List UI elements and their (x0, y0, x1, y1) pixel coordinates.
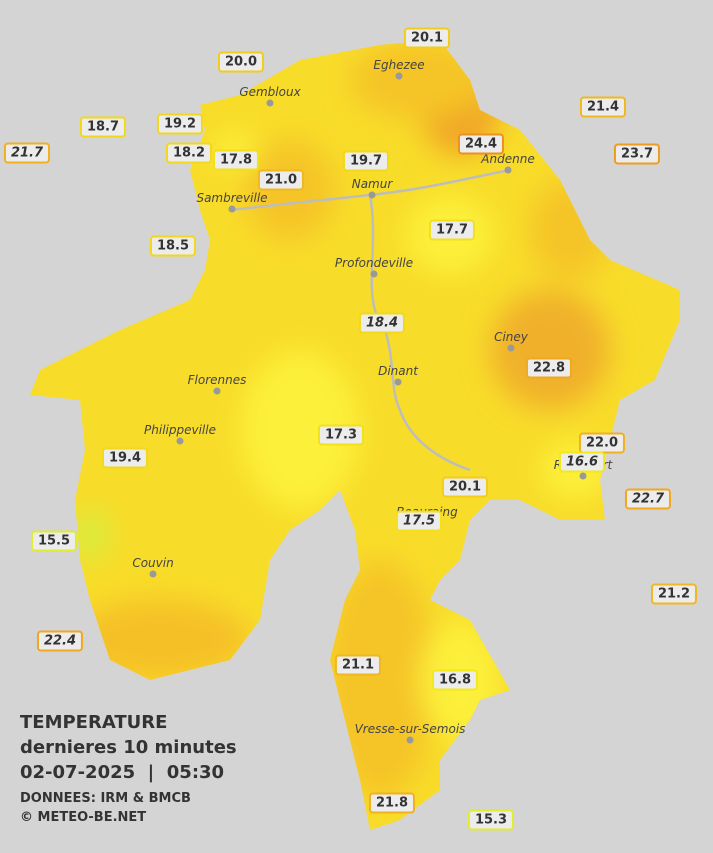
city-dot (176, 437, 184, 445)
station-reading: 18.7 (79, 116, 127, 138)
station-reading: 15.5 (30, 530, 78, 552)
station-reading: 22.0 (578, 432, 626, 454)
city-dot (394, 378, 402, 386)
station-reading: 16.8 (431, 669, 479, 691)
city-name: Namur (351, 177, 393, 191)
station-reading: 15.3 (467, 809, 515, 831)
station-reading: 17.8 (212, 149, 260, 171)
station-reading: 17.5 (395, 510, 443, 532)
city-dot (368, 191, 376, 199)
station-reading: 20.1 (441, 476, 489, 498)
city-dot (266, 99, 274, 107)
station-reading: 16.6 (558, 451, 606, 473)
station-reading: 19.7 (342, 150, 390, 172)
station-reading: 17.3 (317, 424, 365, 446)
legend-subtitle: dernieres 10 minutes (20, 737, 237, 758)
city-name: Andenne (481, 152, 535, 166)
station-reading: 21.4 (579, 96, 627, 118)
station-reading: 21.8 (368, 792, 416, 814)
city-dot (228, 205, 236, 213)
city-dot (507, 344, 515, 352)
station-reading: 18.2 (165, 142, 213, 164)
station-reading: 23.7 (613, 143, 661, 165)
station-reading: 21.1 (334, 654, 382, 676)
city-name: Philippeville (144, 423, 216, 437)
legend-title: TEMPERATURE (20, 712, 168, 733)
legend-copyright: © METEO-BE.NET (20, 810, 147, 825)
station-reading: 21.2 (650, 583, 698, 605)
city-dot (395, 72, 403, 80)
legend-datetime: 02-07-2025 | 05:30 (20, 762, 225, 783)
city-dot (149, 570, 157, 578)
station-reading: 24.4 (457, 133, 505, 155)
station-reading: 17.7 (428, 219, 476, 241)
station-reading: 22.7 (624, 488, 672, 510)
station-reading: 19.2 (156, 113, 204, 135)
river (368, 194, 471, 472)
station-reading: 18.4 (358, 312, 406, 334)
station-reading: 22.8 (525, 357, 573, 379)
station-reading: 18.5 (149, 235, 197, 257)
city-name: Dinant (378, 364, 418, 378)
station-reading: 21.0 (257, 169, 305, 191)
station-reading: 20.0 (217, 51, 265, 73)
city-dot (370, 270, 378, 278)
station-reading: 19.4 (101, 447, 149, 469)
city-name: Vresse-sur-Semois (354, 722, 466, 736)
city-name: Sambreville (196, 191, 268, 205)
station-reading: 20.1 (403, 27, 451, 49)
station-reading: 21.7 (3, 142, 51, 164)
city-dot (406, 736, 414, 744)
city-name: Gembloux (239, 85, 301, 99)
station-reading: 22.4 (36, 630, 84, 652)
city-name: Profondeville (334, 256, 414, 270)
city-name: Couvin (132, 556, 174, 570)
city-dot (579, 472, 587, 480)
city-name: Florennes (187, 373, 247, 387)
city-dot (213, 387, 221, 395)
city-dot (504, 166, 512, 174)
city-name: Ciney (494, 330, 528, 344)
legend-source: DONNEES: IRM & BMCB (20, 791, 191, 806)
city-name: Eghezee (373, 58, 425, 72)
